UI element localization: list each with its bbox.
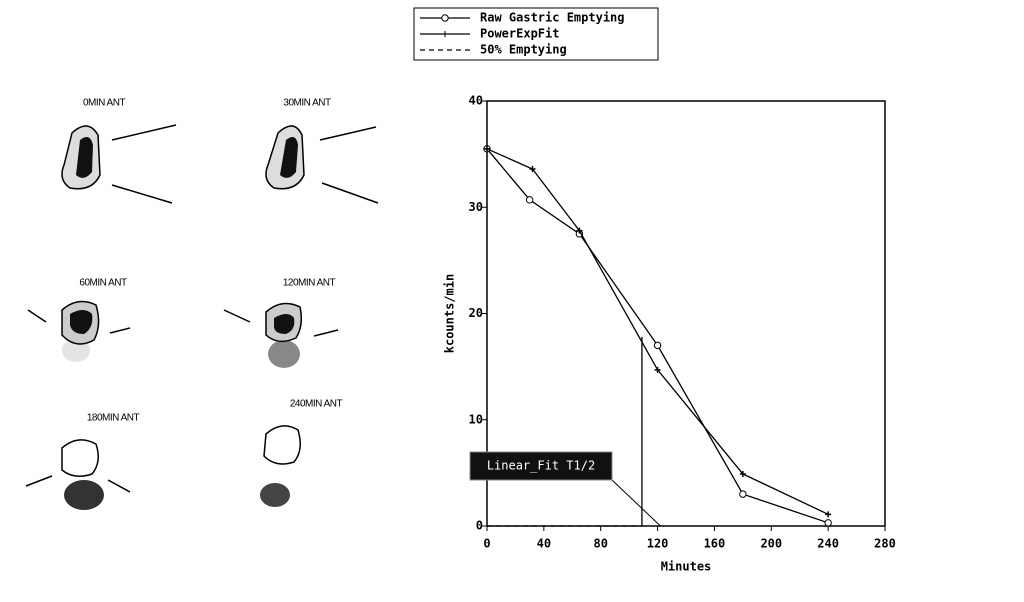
image-label: 30MIN ANT — [283, 98, 331, 109]
point — [739, 470, 746, 477]
arrow — [313, 329, 339, 337]
annotation-box — [469, 451, 613, 481]
image-label: 180MIN ANT — [87, 413, 140, 424]
arrow — [25, 475, 53, 487]
arrow — [319, 126, 377, 141]
arrow — [111, 184, 173, 204]
stomach-activity — [274, 314, 295, 334]
stomach-activity — [70, 310, 93, 334]
point — [739, 490, 747, 498]
legend — [413, 7, 659, 61]
series-line — [486, 148, 829, 515]
point — [825, 511, 832, 518]
arrow — [109, 327, 131, 334]
series-line — [486, 148, 829, 524]
point — [525, 196, 534, 204]
y-tick-label: 30 — [469, 200, 483, 214]
x-tick-label: 0 — [483, 537, 490, 551]
image-label: 60MIN ANT — [79, 278, 127, 289]
legend-marker — [442, 31, 448, 37]
y-tick-label: 40 — [469, 94, 483, 108]
point — [824, 519, 832, 527]
x-tick-label: 240 — [817, 537, 839, 551]
arrow — [107, 479, 131, 493]
y-tick-label: 10 — [469, 412, 483, 426]
point — [484, 145, 490, 152]
point — [654, 366, 661, 373]
image-label: 120MIN ANT — [283, 278, 336, 289]
point — [529, 166, 536, 172]
x-tick-label: 120 — [647, 537, 669, 551]
annotation-leader — [611, 479, 661, 527]
x-tick-label: 80 — [593, 537, 607, 551]
y-tick-label: 20 — [469, 306, 483, 320]
annotation-text: Linear_Fit T1/2 — [487, 459, 595, 473]
arrow — [111, 124, 177, 141]
y-tick-label: 0 — [476, 519, 483, 533]
y-axis-label: kcounts/min — [443, 274, 457, 353]
x-tick-label: 280 — [874, 537, 896, 551]
arrow — [27, 309, 47, 323]
point — [576, 227, 583, 234]
arrow — [321, 182, 379, 204]
stomach-outline — [263, 425, 301, 465]
x-tick-label: 160 — [704, 537, 726, 551]
legend-marker — [441, 14, 449, 22]
image-label: 0MIN ANT — [83, 98, 126, 109]
x-tick-label: 200 — [760, 537, 782, 551]
legend-label: 50% Emptying — [480, 43, 567, 57]
scan-images: 0MIN ANT 30MIN ANT 60MIN ANT 120MIN ANT … — [25, 98, 379, 510]
image-label: 240MIN ANT — [290, 399, 343, 410]
x-tick-label: 40 — [537, 537, 551, 551]
legend-label: Raw Gastric Emptying — [480, 11, 625, 25]
stomach-activity — [280, 136, 298, 178]
intestine-activity — [64, 480, 104, 510]
stomach-outline — [61, 439, 99, 477]
intestine-activity — [268, 340, 300, 368]
point — [653, 341, 662, 350]
legend-label: PowerExpFit — [480, 27, 559, 41]
intestine-activity — [260, 483, 290, 507]
stomach-activity — [76, 136, 93, 178]
x-axis-label: Minutes — [661, 560, 712, 574]
arrow — [223, 309, 251, 323]
